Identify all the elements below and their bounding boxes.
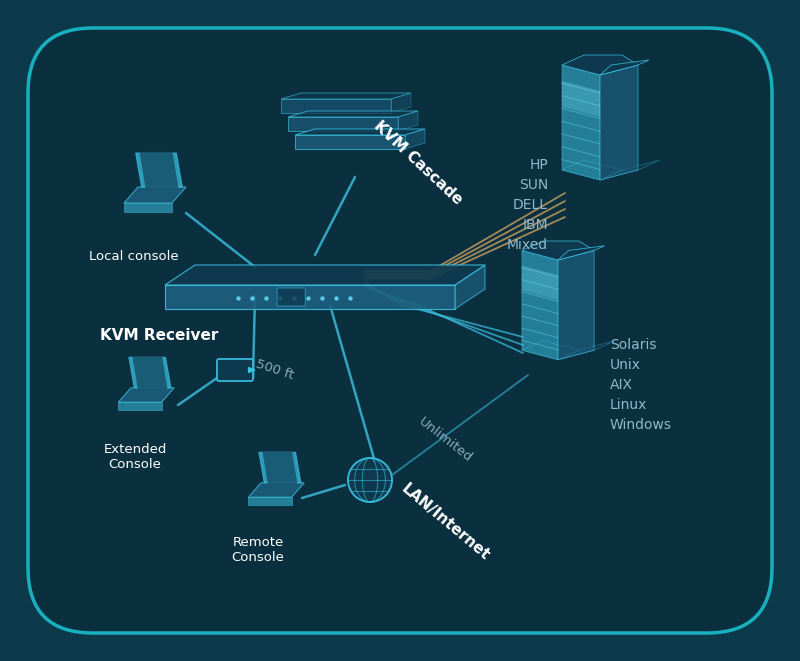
Text: KVM Cascade: KVM Cascade bbox=[371, 118, 465, 208]
Polygon shape bbox=[129, 357, 171, 388]
Polygon shape bbox=[600, 60, 649, 75]
Polygon shape bbox=[133, 356, 167, 389]
Polygon shape bbox=[165, 265, 485, 285]
Polygon shape bbox=[139, 152, 178, 188]
Polygon shape bbox=[562, 65, 600, 180]
FancyBboxPatch shape bbox=[277, 288, 306, 306]
Polygon shape bbox=[133, 356, 167, 389]
Polygon shape bbox=[391, 93, 411, 113]
Polygon shape bbox=[522, 266, 558, 300]
Polygon shape bbox=[248, 497, 292, 505]
Polygon shape bbox=[118, 388, 174, 402]
Polygon shape bbox=[139, 152, 178, 188]
Polygon shape bbox=[281, 93, 411, 99]
Polygon shape bbox=[522, 251, 558, 360]
Text: AIX: AIX bbox=[610, 378, 633, 392]
Text: Local console: Local console bbox=[89, 251, 179, 264]
Text: 500 ft: 500 ft bbox=[254, 358, 296, 382]
Polygon shape bbox=[558, 251, 594, 360]
Text: Mixed: Mixed bbox=[507, 238, 548, 252]
Polygon shape bbox=[562, 55, 638, 75]
Text: DELL: DELL bbox=[513, 198, 548, 212]
Text: IBM: IBM bbox=[522, 218, 548, 232]
Polygon shape bbox=[135, 153, 182, 187]
Polygon shape bbox=[124, 203, 172, 212]
Text: Windows: Windows bbox=[610, 418, 672, 432]
Polygon shape bbox=[522, 241, 594, 260]
FancyBboxPatch shape bbox=[217, 359, 253, 381]
Polygon shape bbox=[288, 111, 418, 117]
Text: Solaris: Solaris bbox=[610, 338, 657, 352]
Text: KVM Receiver: KVM Receiver bbox=[100, 327, 218, 342]
Text: Unix: Unix bbox=[610, 358, 641, 372]
Polygon shape bbox=[405, 129, 425, 149]
Polygon shape bbox=[262, 451, 298, 484]
Text: Linux: Linux bbox=[610, 398, 647, 412]
Polygon shape bbox=[295, 135, 405, 149]
Text: Unlimited: Unlimited bbox=[416, 415, 474, 465]
Polygon shape bbox=[248, 483, 304, 497]
Polygon shape bbox=[398, 111, 418, 131]
Polygon shape bbox=[600, 65, 638, 180]
Polygon shape bbox=[281, 99, 391, 113]
Polygon shape bbox=[165, 285, 455, 309]
Polygon shape bbox=[295, 129, 425, 135]
Text: Remote
Console: Remote Console bbox=[231, 536, 285, 564]
Polygon shape bbox=[288, 117, 398, 131]
Text: Extended
Console: Extended Console bbox=[103, 443, 166, 471]
Polygon shape bbox=[558, 246, 605, 260]
FancyBboxPatch shape bbox=[28, 28, 772, 633]
Polygon shape bbox=[262, 451, 298, 484]
Text: HP: HP bbox=[530, 158, 548, 172]
Polygon shape bbox=[562, 81, 600, 117]
Circle shape bbox=[348, 458, 392, 502]
Polygon shape bbox=[118, 402, 162, 410]
Polygon shape bbox=[455, 265, 485, 309]
Polygon shape bbox=[124, 187, 186, 203]
Polygon shape bbox=[259, 452, 301, 483]
Text: LAN/Internet: LAN/Internet bbox=[398, 481, 492, 563]
Text: SUN: SUN bbox=[518, 178, 548, 192]
